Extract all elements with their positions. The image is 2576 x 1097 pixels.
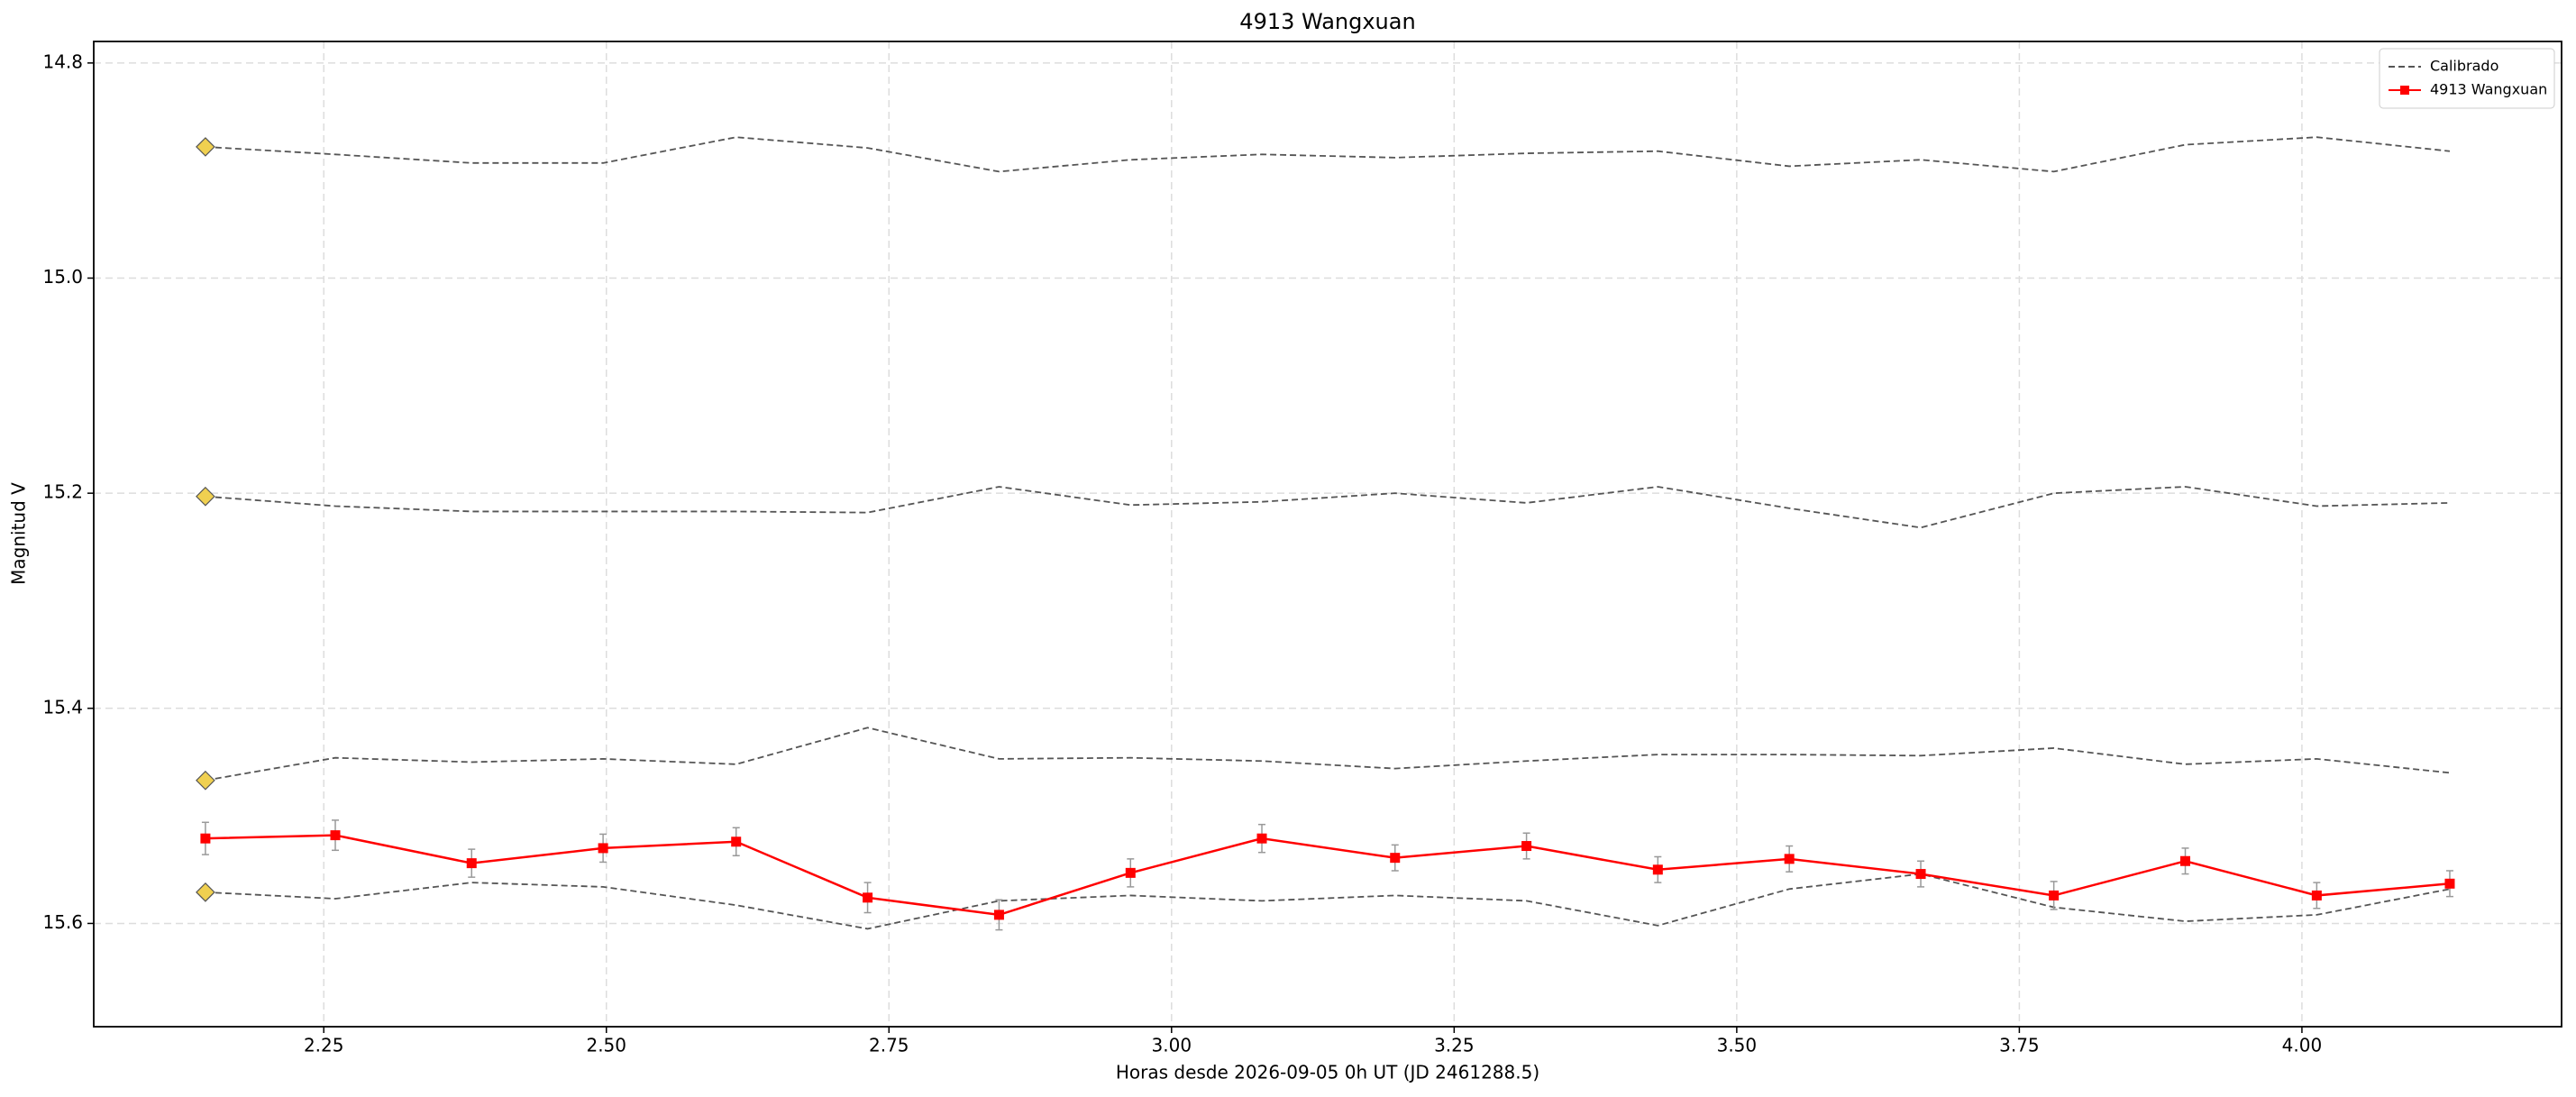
- data-point: [2311, 890, 2322, 900]
- x-tick-label: 2.25: [304, 1035, 344, 1056]
- data-point: [598, 843, 608, 854]
- chart-title: 4913 Wangxuan: [1239, 9, 1415, 34]
- data-point: [1521, 841, 1532, 852]
- data-point: [2049, 890, 2060, 900]
- series-line: [205, 834, 2451, 917]
- x-tick-label: 2.75: [869, 1035, 909, 1056]
- data-point: [1652, 864, 1663, 875]
- y-tick-label: 15.4: [42, 696, 83, 718]
- x-tick-label: 3.25: [1434, 1035, 1475, 1056]
- data-point: [1390, 853, 1401, 864]
- y-tick-label: 15.6: [42, 911, 83, 933]
- data-point: [731, 836, 742, 847]
- data-point: [863, 892, 873, 903]
- series-line: [205, 136, 2451, 173]
- x-tick-label: 2.50: [586, 1035, 626, 1056]
- data-point: [330, 830, 341, 841]
- data-point: [2444, 878, 2455, 889]
- series-line: [205, 486, 2450, 529]
- data-point: [1256, 833, 1267, 844]
- first-point-marker: [196, 137, 215, 157]
- data-point: [1784, 854, 1795, 864]
- data-point: [2180, 855, 2191, 866]
- x-axis-label: Horas desde 2026-09-05 0h UT (JD 2461288…: [1116, 1062, 1539, 1083]
- data-point: [1915, 869, 1926, 880]
- y-axis-label: Magnitud V: [8, 482, 30, 585]
- x-tick-label: 3.50: [1717, 1035, 1758, 1056]
- legend-box: [2379, 48, 2555, 109]
- first-point-marker: [196, 486, 215, 507]
- x-tick-label: 4.00: [2282, 1035, 2323, 1056]
- series-line: [205, 727, 2451, 782]
- series-line: [205, 873, 2451, 930]
- data-point: [466, 858, 477, 869]
- y-tick-label: 15.2: [42, 481, 83, 503]
- data-point: [1125, 867, 1136, 878]
- legend-label: 4913 Wangxuan: [2430, 81, 2547, 98]
- x-tick-label: 3.75: [1999, 1035, 2040, 1056]
- plot-frame: [93, 41, 2562, 1028]
- y-tick-label: 15.0: [42, 266, 83, 288]
- first-point-marker: [196, 882, 215, 902]
- first-point-marker: [196, 770, 215, 791]
- legend-marker: [2400, 86, 2409, 95]
- legend-label: Calibrado: [2430, 58, 2498, 75]
- y-tick-label: 14.8: [42, 50, 83, 72]
- x-tick-label: 3.00: [1152, 1035, 1192, 1056]
- data-point: [993, 910, 1004, 920]
- data-point: [200, 833, 211, 844]
